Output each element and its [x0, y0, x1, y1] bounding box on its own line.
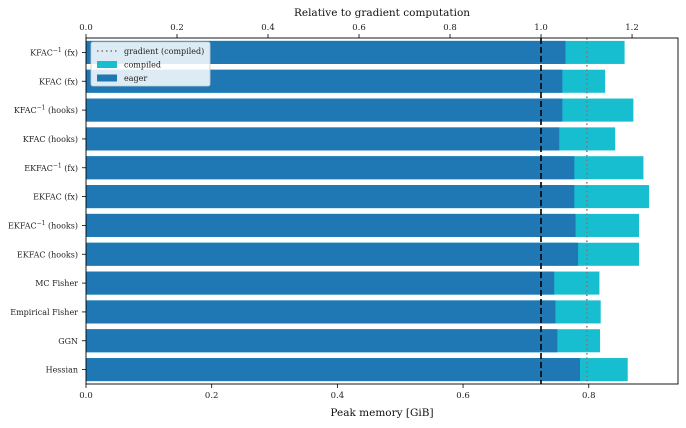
plot-frame [85, 37, 679, 385]
bars-group [86, 40, 650, 382]
top-tick-label: 0.4 [261, 23, 275, 33]
top-tick-label: 1.2 [625, 23, 639, 33]
bar-eager [86, 127, 560, 151]
top-tick-label: 0.0 [79, 23, 93, 33]
bar-eager [86, 300, 556, 324]
bar-eager [86, 213, 576, 237]
y-tick-label: EKFAC−1 (hooks) [8, 220, 78, 231]
legend-label: compiled [124, 61, 161, 70]
bar-eager [86, 98, 563, 122]
bar-eager [86, 156, 575, 180]
legend-label: gradient (compiled) [124, 47, 204, 56]
legend: gradient (compiled) compiled eager [90, 41, 211, 87]
bar-eager [86, 242, 579, 266]
x-tick-label: 0.0 [79, 391, 93, 401]
y-tick-label: KFAC (fx) [39, 77, 78, 86]
top-tick-label: 0.2 [170, 23, 184, 33]
y-tick-label: EKFAC−1 (fx) [24, 162, 78, 173]
top-tick-label: 0.6 [352, 23, 366, 33]
y-tick-label: GGN [58, 337, 78, 346]
y-tick-label: MC Fisher [35, 279, 78, 288]
legend-swatch-eager [97, 74, 117, 82]
x-tick-label: 0.8 [582, 391, 596, 401]
y-tick-label: KFAC−1 (fx) [30, 47, 78, 58]
x-tick-label: 0.2 [205, 391, 219, 401]
bar-eager [86, 358, 580, 382]
legend-swatch-compiled [97, 61, 117, 68]
top-tick-label: 0.8 [443, 23, 457, 33]
y-tick-label: EKFAC (fx) [33, 193, 78, 202]
bar-eager [86, 185, 575, 209]
x-tick-label: 0.4 [331, 391, 345, 401]
y-tick-label: EKFAC (hooks) [17, 250, 78, 259]
top-axis-title: Relative to gradient computation [294, 7, 470, 19]
y-tick-label: KFAC−1 (hooks) [14, 105, 78, 116]
y-tick-label: KFAC (hooks) [23, 135, 78, 144]
x-tick-label: 0.6 [456, 391, 470, 401]
x-axis-title: Peak memory [GiB] [330, 407, 433, 419]
top-tick-label: 1.0 [534, 23, 548, 33]
y-tick-label: Hessian [46, 366, 78, 375]
y-tick-label: Empirical Fisher [10, 308, 78, 317]
bar-eager [86, 271, 555, 295]
legend-box [90, 41, 211, 87]
bar-eager [86, 329, 558, 353]
legend-label: eager [124, 74, 147, 83]
